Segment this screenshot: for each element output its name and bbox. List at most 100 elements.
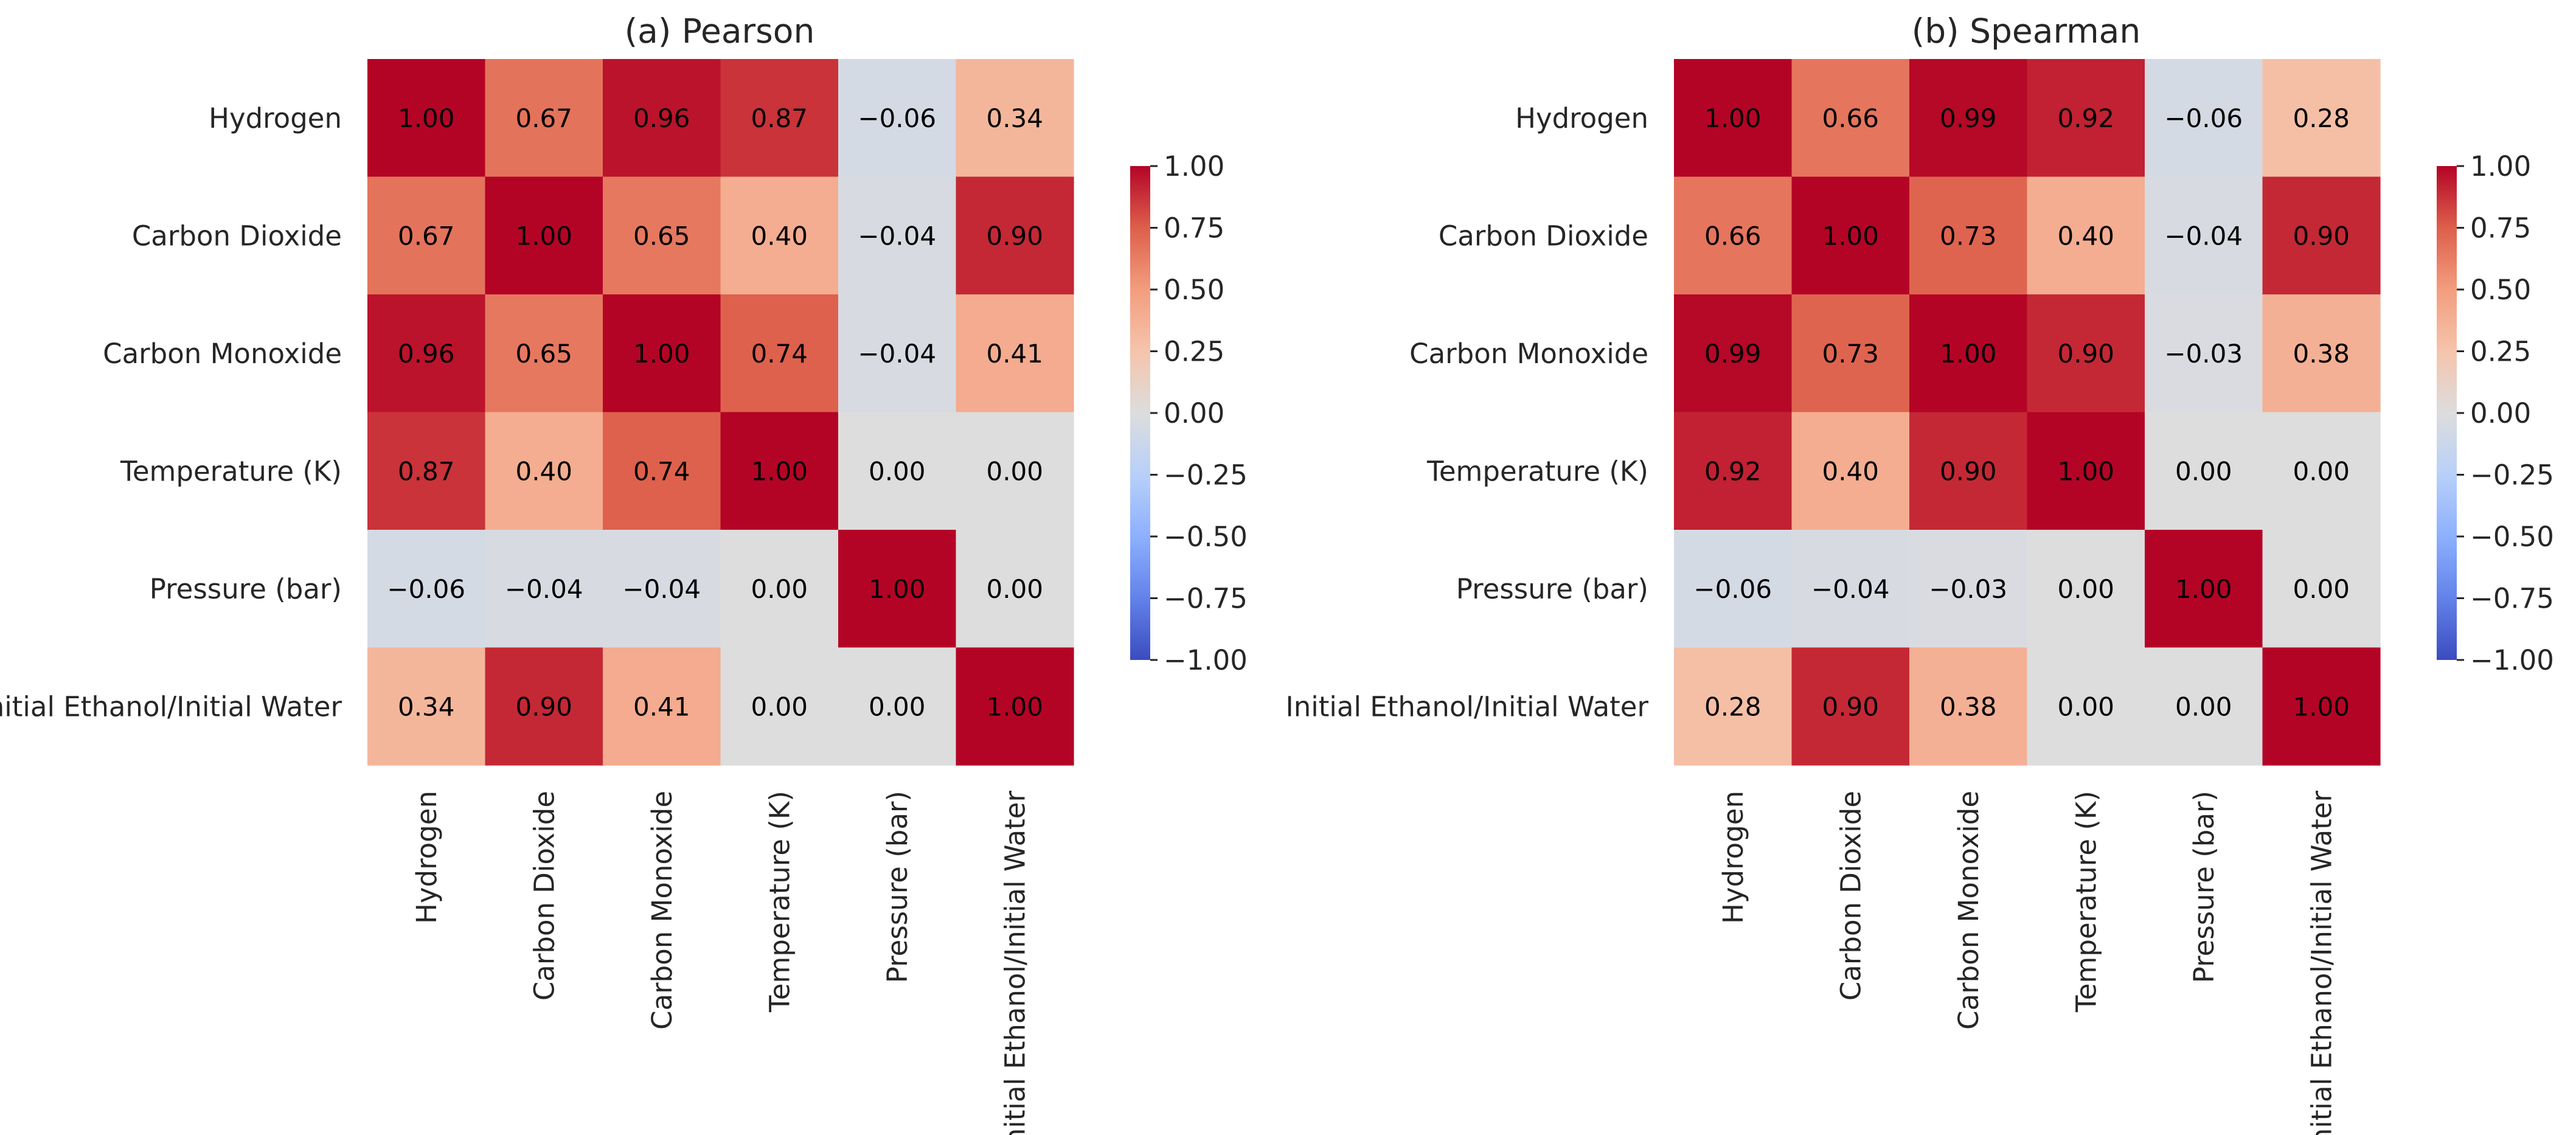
cell-value-label: −0.04 bbox=[2164, 221, 2243, 251]
heatmap-cell bbox=[2145, 412, 2263, 530]
row-label: Pressure (bar) bbox=[1456, 573, 1648, 605]
heatmap-cell bbox=[367, 176, 486, 295]
colorbar-gradient-spearman bbox=[2437, 166, 2457, 660]
heatmap-cell bbox=[2027, 647, 2145, 766]
heatmap-cell bbox=[720, 59, 839, 178]
heatmap-cell bbox=[720, 647, 839, 766]
cell-value-label: 0.28 bbox=[1704, 692, 1762, 721]
heatmap-cell bbox=[2145, 176, 2263, 295]
colorbar-ticks-pearson: 1.00 0.75 0.50 0.25 0.00 −0.25 −0.50 −0.75 −1.00 bbox=[1150, 150, 1248, 676]
cell-value-label: 0.28 bbox=[2293, 103, 2350, 133]
row-label: Initial Ethanol/Initial Water bbox=[1285, 690, 1648, 723]
heatmap-cell bbox=[1791, 176, 1910, 295]
cell-value-label: 1.00 bbox=[633, 339, 690, 369]
heatmap-cell bbox=[720, 530, 839, 648]
heatmap-cell bbox=[838, 176, 957, 295]
heatmap-cell bbox=[1791, 530, 1910, 648]
cell-value-label: 1.00 bbox=[1822, 221, 1879, 251]
row-label: Hydrogen bbox=[209, 102, 342, 134]
heatmap-cell bbox=[367, 294, 486, 413]
cell-value-label: 0.34 bbox=[398, 692, 455, 721]
heatmap-cell bbox=[1909, 647, 2028, 766]
cell-value-label: 1.00 bbox=[1704, 103, 1762, 133]
cell-value-label: 1.00 bbox=[398, 103, 455, 133]
heatmap-cell bbox=[838, 530, 957, 648]
column-label: Carbon Monoxide bbox=[1953, 791, 1985, 1030]
heatmap-cell bbox=[2262, 59, 2381, 178]
heatmap-cell bbox=[485, 176, 603, 295]
heatmap-cells-pearson bbox=[367, 59, 1074, 766]
heatmap-cell bbox=[603, 412, 721, 530]
column-label: Carbon Dioxide bbox=[528, 791, 560, 1001]
chart-title-pearson: (a) Pearson bbox=[625, 12, 815, 50]
heatmap-cell bbox=[367, 59, 486, 178]
heatmap-cell bbox=[2027, 294, 2145, 413]
cell-value-label: −0.04 bbox=[858, 221, 936, 251]
cell-value-label: 0.38 bbox=[2293, 339, 2350, 369]
row-label: Carbon Monoxide bbox=[1409, 338, 1648, 370]
colorbar-tick-label: −0.75 bbox=[2470, 583, 2554, 615]
heatmap-cell bbox=[720, 294, 839, 413]
cell-value-label: 0.00 bbox=[2175, 692, 2232, 721]
heatmap-cell bbox=[2262, 412, 2381, 530]
cell-value-label: 1.00 bbox=[1940, 339, 1997, 369]
heatmap-cell bbox=[367, 412, 486, 530]
cell-value-label: 0.66 bbox=[1704, 221, 1762, 251]
heatmap-cell bbox=[2145, 294, 2263, 413]
cell-value-label: 0.65 bbox=[633, 221, 690, 251]
colorbar-tick-label: 0.75 bbox=[2470, 212, 2531, 245]
cell-value-label: 0.90 bbox=[2293, 221, 2350, 251]
heatmap-values-pearson: 1.00 0.67 0.96 0.87 −0.06 0.34 0.67 1.00 0.65 0.4… bbox=[387, 103, 1043, 722]
heatmap-cell bbox=[956, 176, 1074, 295]
heatmap-cell bbox=[485, 412, 603, 530]
heatmap-cell bbox=[720, 412, 839, 530]
colorbar-tick-label: 1.00 bbox=[2470, 150, 2531, 182]
heatmap-cell bbox=[720, 176, 839, 295]
colorbar-tick-label: −0.25 bbox=[2470, 459, 2554, 491]
row-labels-spearman: Hydrogen Carbon Dioxide Carbon Monoxide Tem… bbox=[1285, 102, 1648, 723]
heatmap-cell bbox=[838, 59, 957, 178]
column-label: Initial Ethanol/Initial Water bbox=[2305, 791, 2338, 1135]
cell-value-label: 0.00 bbox=[986, 574, 1043, 604]
cell-value-label: 0.74 bbox=[751, 339, 808, 369]
cell-value-label: 0.40 bbox=[751, 221, 808, 251]
heatmap-panel-spearman: (b) Spearman 1.00 0.66 0.99 0.92 −0.06 0.28 0.… bbox=[1285, 12, 2553, 1135]
cell-value-label: 0.40 bbox=[1822, 456, 1879, 486]
heatmap-cell bbox=[1791, 294, 1910, 413]
colorbar-tick-label: −1.00 bbox=[2470, 644, 2554, 676]
cell-value-label: 0.41 bbox=[986, 339, 1043, 369]
column-label: Initial Ethanol/Initial Water bbox=[999, 791, 1031, 1135]
colorbar-tick-label: 0.25 bbox=[1164, 336, 1224, 368]
cell-value-label: −0.04 bbox=[1811, 574, 1890, 604]
cell-value-label: −0.06 bbox=[2164, 103, 2243, 133]
heatmap-cell bbox=[603, 59, 721, 178]
heatmap-cell bbox=[1791, 412, 1910, 530]
colorbar-pearson: 1.00 0.75 0.50 0.25 0.00 −0.25 −0.50 −0.75 −1.00 bbox=[1130, 150, 1248, 676]
row-label: Carbon Dioxide bbox=[1439, 220, 1648, 252]
colorbar-tick-label: −0.50 bbox=[1164, 521, 1248, 553]
row-label: Carbon Monoxide bbox=[103, 338, 342, 370]
colorbar-tick-label: 0.00 bbox=[1164, 397, 1224, 429]
column-label: Hydrogen bbox=[1717, 791, 1749, 924]
heatmap-cell bbox=[956, 412, 1074, 530]
row-label: Carbon Dioxide bbox=[132, 220, 342, 252]
cell-value-label: 0.00 bbox=[869, 692, 926, 721]
cell-value-label: 0.90 bbox=[515, 692, 572, 721]
cell-value-label: 0.00 bbox=[2057, 574, 2114, 604]
column-label: Carbon Monoxide bbox=[646, 791, 678, 1030]
heatmap-cell bbox=[1674, 176, 1793, 295]
cell-value-label: 0.87 bbox=[751, 103, 808, 133]
heatmap-cell bbox=[1791, 59, 1910, 178]
cell-value-label: 1.00 bbox=[869, 574, 926, 604]
row-label: Temperature (K) bbox=[120, 455, 342, 487]
column-label: Carbon Dioxide bbox=[1835, 791, 1867, 1001]
heatmap-cell bbox=[1674, 530, 1793, 648]
column-label: Temperature (K) bbox=[2070, 791, 2102, 1013]
cell-value-label: 0.90 bbox=[986, 221, 1043, 251]
cell-value-label: 0.67 bbox=[398, 221, 455, 251]
cell-value-label: 0.00 bbox=[986, 456, 1043, 486]
row-label: Initial Ethanol/Initial Water bbox=[0, 690, 342, 723]
column-label: Pressure (bar) bbox=[881, 791, 914, 983]
colorbar-tick-label: 0.00 bbox=[2470, 397, 2531, 429]
